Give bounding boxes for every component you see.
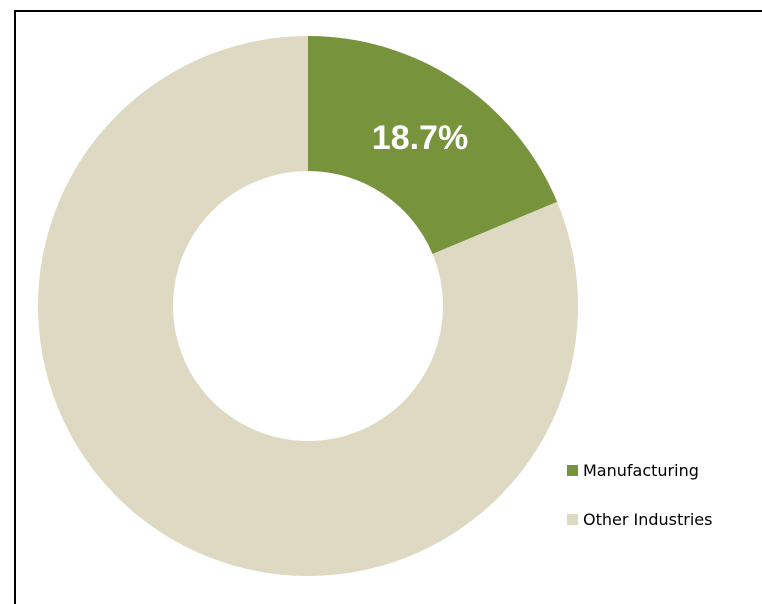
- slice-manufacturing: [308, 36, 558, 254]
- legend-item-other-industries: Other Industries: [567, 507, 712, 531]
- data-label-manufacturing: 18.7%: [372, 119, 468, 157]
- slice-other-industries: [37, 36, 578, 576]
- legend-swatch-other-industries: [567, 513, 578, 525]
- donut-slices: [37, 36, 578, 576]
- legend-label-other-industries: Other Industries: [583, 509, 713, 529]
- legend-item-manufacturing: Manufacturing: [567, 458, 712, 482]
- legend: Manufacturing Other Industries: [567, 458, 712, 556]
- legend-swatch-manufacturing: [567, 464, 578, 476]
- legend-label-manufacturing: Manufacturing: [583, 460, 699, 480]
